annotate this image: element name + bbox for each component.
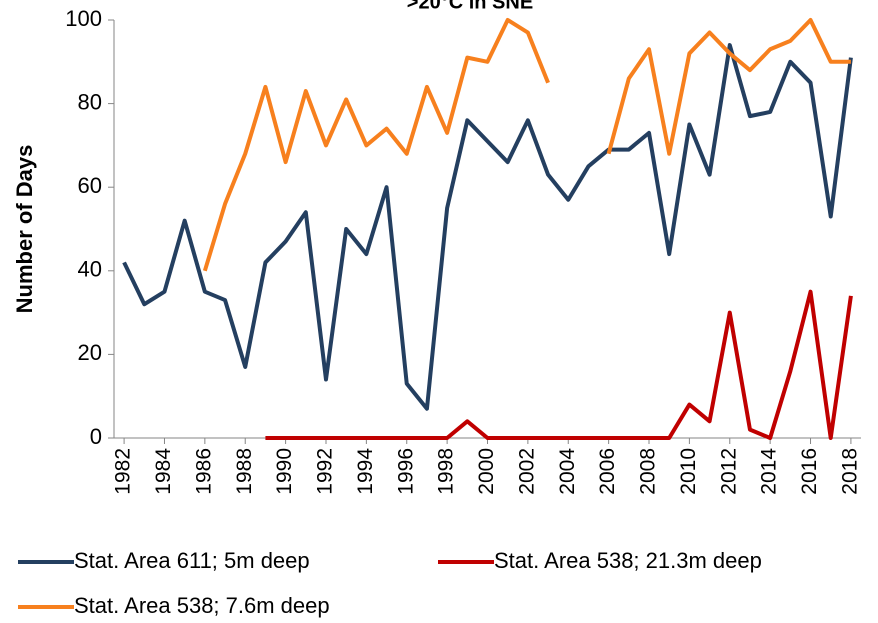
legend-label: Stat. Area 538; 21.3m deep (494, 548, 762, 573)
chart-title: >20°C in SNE (407, 0, 533, 13)
x-tick-label: 1990 (273, 448, 296, 495)
x-tick-label: 1986 (192, 448, 215, 495)
x-tick-label: 2000 (475, 448, 498, 495)
y-axis-label: Number of Days (12, 145, 37, 314)
x-tick-label: 2004 (556, 448, 579, 495)
x-tick-label: 2006 (596, 448, 619, 495)
y-tick-label: 60 (78, 173, 102, 198)
y-tick-label: 80 (78, 89, 102, 114)
x-tick-label: 1982 (112, 448, 135, 495)
y-tick-label: 20 (78, 340, 102, 365)
x-tick-label: 2008 (637, 448, 660, 495)
y-tick-label: 100 (65, 6, 102, 31)
x-tick-label: 2012 (717, 448, 740, 495)
series-line (202, 18, 851, 272)
legend-label: Stat. Area 538; 7.6m deep (74, 593, 330, 618)
x-tick-label: 2014 (758, 448, 781, 495)
x-tick-label: 2002 (515, 448, 538, 495)
x-tick-label: 1992 (314, 448, 337, 495)
y-tick-label: 0 (90, 424, 102, 449)
x-tick-label: 2016 (798, 448, 821, 495)
x-tick-label: 1998 (435, 448, 458, 495)
x-tick-label: 2018 (838, 448, 861, 495)
y-tick-label: 40 (78, 257, 102, 282)
series-line (122, 43, 853, 411)
x-tick-label: 1984 (152, 448, 175, 495)
x-tick-label: 2010 (677, 448, 700, 495)
series-line (265, 289, 853, 440)
legend-label: Stat. Area 611; 5m deep (74, 548, 310, 573)
x-tick-label: 1988 (233, 448, 256, 495)
x-tick-label: 1996 (394, 448, 417, 495)
x-tick-label: 1994 (354, 448, 377, 495)
